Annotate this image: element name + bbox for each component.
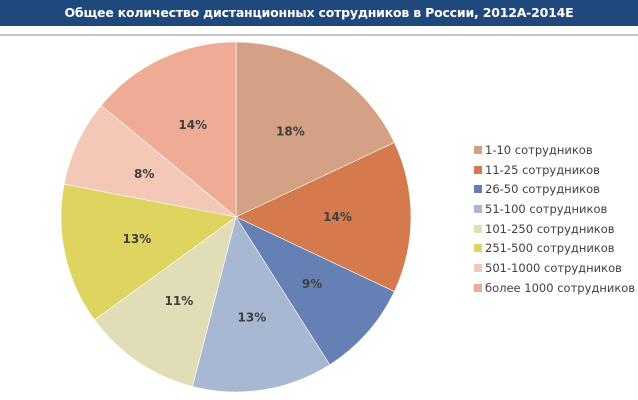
legend-swatch-icon: [474, 165, 482, 174]
pie-slices: [60, 41, 412, 393]
legend-label: более 1000 сотрудников: [485, 280, 636, 295]
legend-label: 1-10 сотрудников: [485, 142, 593, 157]
legend-item: 501-1000 сотрудников: [474, 258, 635, 278]
legend-swatch-icon: [474, 145, 482, 154]
legend-item: 251-500 сотрудников: [474, 238, 635, 258]
pie-slice: [235, 216, 395, 366]
slice-percent-label: 8%: [134, 167, 154, 181]
legend-label: 11-25 сотрудников: [485, 162, 600, 177]
pie-slice: [192, 216, 331, 393]
legend-item: 1-10 сотрудников: [474, 140, 635, 160]
title-divider: [0, 34, 638, 36]
pie-slice: [94, 216, 237, 387]
legend-label: 251-500 сотрудников: [485, 241, 615, 256]
legend-label: 26-50 сотрудников: [485, 182, 600, 197]
legend-swatch-icon: [474, 263, 482, 272]
legend-item: более 1000 сотрудников: [474, 278, 635, 298]
legend-item: 51-100 сотрудников: [474, 199, 635, 219]
pie-slice: [100, 41, 237, 218]
legend-swatch-icon: [474, 224, 482, 233]
legend-item: 26-50 сотрудников: [474, 179, 635, 199]
slice-percent-label: 13%: [123, 232, 152, 246]
legend-item: 101-250 сотрудников: [474, 219, 635, 239]
legend-swatch-icon: [474, 204, 482, 213]
pie-slice: [235, 41, 395, 218]
legend-swatch-icon: [474, 244, 482, 253]
legend-label: 51-100 сотрудников: [485, 201, 608, 216]
slice-percent-label: 14%: [178, 118, 207, 132]
chart-title: Общее количество дистанционных сотрудник…: [0, 0, 638, 26]
legend-swatch-icon: [474, 185, 482, 194]
legend-swatch-icon: [474, 283, 482, 292]
legend-item: 11-25 сотрудников: [474, 160, 635, 180]
legend-label: 101-250 сотрудников: [485, 221, 615, 236]
slice-percent-label: 18%: [276, 124, 305, 138]
slice-percent-label: 13%: [238, 310, 267, 324]
pie-slice: [235, 142, 412, 292]
slice-percent-label: 9%: [302, 277, 322, 291]
slice-percent-label: 14%: [323, 210, 352, 224]
pie-labels: 18% 14% 9% 13% 11% 13% 8% 14%: [123, 118, 352, 324]
legend-label: 501-1000 сотрудников: [485, 260, 622, 275]
pie-slice: [60, 183, 237, 321]
legend: 1-10 сотрудников 11-25 сотрудников 26-50…: [474, 140, 635, 298]
slice-percent-label: 11%: [165, 294, 194, 308]
